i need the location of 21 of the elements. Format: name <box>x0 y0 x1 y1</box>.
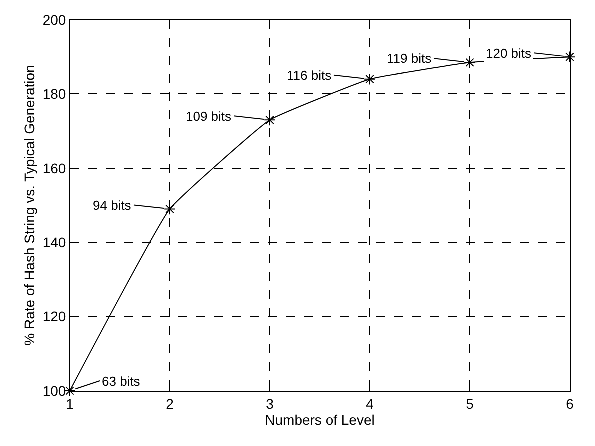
x-tick-label: 2 <box>166 396 174 412</box>
annotation: 116 bits <box>287 68 332 83</box>
x-tick-label: 6 <box>566 396 574 412</box>
y-tick-label: 140 <box>42 234 66 250</box>
x-tick-label: 1 <box>66 396 74 412</box>
x-axis-title: Numbers of Level <box>265 412 375 428</box>
y-tick-label: 180 <box>42 86 66 102</box>
y-axis-title: % Rate of Hash String vs. Typical Generation <box>21 65 38 346</box>
y-tick-label: 200 <box>42 12 66 28</box>
y-tick-label: 120 <box>42 308 66 325</box>
x-tick-label: 4 <box>366 396 374 412</box>
annotation: 120 bits <box>486 46 532 61</box>
y-tick-label: 100 <box>42 382 66 399</box>
point <box>564 51 576 63</box>
annotation: 63 bits <box>102 374 141 389</box>
x-tick-label: 3 <box>266 396 274 412</box>
y-tick-label: 160 <box>42 160 66 176</box>
annotation: 119 bits <box>387 51 432 66</box>
annotation: 94 bits <box>93 198 132 213</box>
annotation: 109 bits <box>186 109 232 124</box>
x-tick-label: 5 <box>466 396 474 412</box>
